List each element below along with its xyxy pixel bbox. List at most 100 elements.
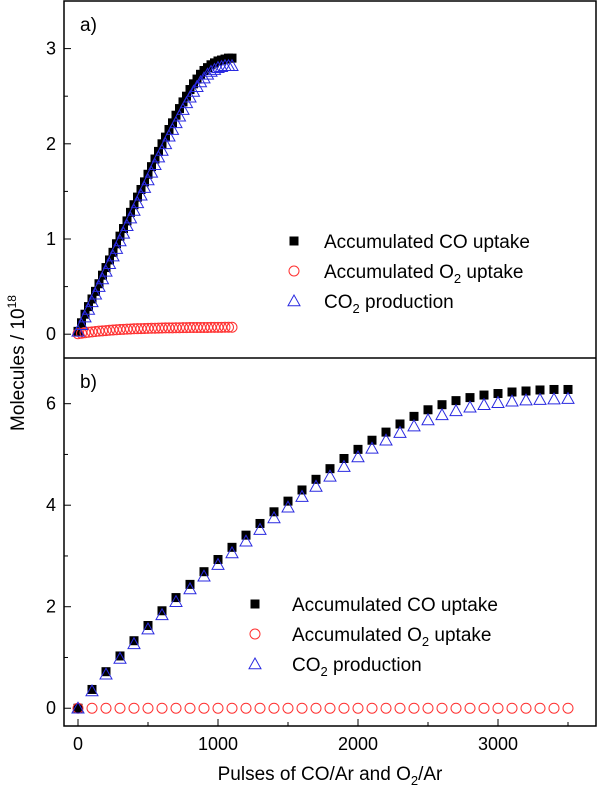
data-point xyxy=(77,318,86,328)
data-point xyxy=(102,256,117,270)
data-point xyxy=(143,620,153,630)
data-point xyxy=(519,393,533,406)
data-point xyxy=(409,411,419,421)
data-point xyxy=(323,469,337,482)
data-point xyxy=(129,636,139,646)
data-point xyxy=(267,510,281,524)
data-point xyxy=(153,322,164,334)
data-point xyxy=(310,702,322,714)
series-o2_uptake xyxy=(72,321,238,340)
data-point xyxy=(191,322,203,334)
legend-marker xyxy=(250,599,260,609)
data-point xyxy=(226,321,238,333)
data-point xyxy=(394,702,406,714)
data-point xyxy=(562,702,574,714)
x-tick-label: 0 xyxy=(73,734,83,754)
data-point xyxy=(178,97,188,107)
x-tick-label: 2000 xyxy=(338,734,378,754)
data-point xyxy=(171,110,181,120)
legend-label: Accumulated CO uptake xyxy=(324,232,530,253)
data-point xyxy=(148,157,162,171)
data-point xyxy=(212,321,224,333)
data-point xyxy=(435,407,449,421)
data-point xyxy=(423,405,433,415)
data-point xyxy=(395,419,405,429)
data-point xyxy=(105,255,114,265)
data-point xyxy=(165,122,180,135)
data-point xyxy=(170,702,182,714)
data-point xyxy=(120,218,134,231)
data-point xyxy=(189,79,198,89)
data-point xyxy=(127,203,141,216)
data-point xyxy=(74,317,89,330)
data-point xyxy=(85,683,99,697)
data-point xyxy=(92,279,106,292)
data-point xyxy=(240,702,252,714)
data-point xyxy=(197,569,211,582)
data-point xyxy=(167,322,178,334)
data-point xyxy=(211,557,225,570)
data-point xyxy=(407,418,421,432)
legend-label: Accumulated CO uptake xyxy=(292,595,498,616)
data-point xyxy=(85,294,99,308)
data-point xyxy=(188,322,199,334)
data-point xyxy=(118,323,129,335)
data-point xyxy=(97,325,108,337)
data-point xyxy=(190,79,204,92)
series-co2_production xyxy=(71,391,575,714)
data-point xyxy=(71,701,85,714)
data-point xyxy=(146,322,157,334)
data-point xyxy=(125,323,136,335)
data-point xyxy=(130,195,145,209)
data-point xyxy=(337,459,351,472)
data-point xyxy=(177,322,189,334)
data-point xyxy=(128,702,140,714)
data-point xyxy=(393,425,407,438)
data-point xyxy=(295,489,309,502)
data-point xyxy=(520,702,532,714)
data-point xyxy=(108,247,118,257)
y-tick-label: 1 xyxy=(46,229,56,249)
data-point xyxy=(225,545,239,559)
data-point xyxy=(132,323,143,335)
data-point xyxy=(200,67,215,80)
data-point xyxy=(197,71,211,84)
data-point xyxy=(193,74,208,88)
data-point xyxy=(86,702,98,714)
y-tick-label: 0 xyxy=(46,324,56,344)
data-point xyxy=(199,567,209,577)
data-point xyxy=(73,326,83,336)
data-point xyxy=(101,667,111,677)
legend-marker xyxy=(289,236,299,246)
data-point xyxy=(184,322,196,334)
data-point xyxy=(90,326,101,338)
data-point xyxy=(225,58,239,72)
data-point xyxy=(219,321,231,333)
panel-a: 0 1 2 3 a) Accumulated CO uptake Accumulated O… xyxy=(46,15,530,344)
data-point xyxy=(535,385,545,395)
legend-marker xyxy=(287,293,301,307)
data-point xyxy=(142,702,154,714)
data-point xyxy=(95,271,110,285)
data-point xyxy=(209,321,220,333)
data-point xyxy=(367,435,377,445)
data-point xyxy=(79,327,91,339)
legend-label: CO2 production xyxy=(324,292,454,316)
data-point xyxy=(160,322,171,334)
data-point xyxy=(282,702,294,714)
data-point xyxy=(365,441,379,454)
y-tick-label: 4 xyxy=(46,495,56,515)
data-point xyxy=(198,321,210,333)
data-point xyxy=(114,702,126,714)
data-point xyxy=(212,702,224,714)
data-point xyxy=(101,263,111,273)
data-point xyxy=(506,702,518,714)
data-point xyxy=(128,323,140,335)
data-point xyxy=(141,172,155,186)
data-point xyxy=(157,606,167,616)
data-point xyxy=(121,323,133,335)
legend-marker xyxy=(288,265,300,277)
data-point xyxy=(107,324,119,336)
data-point xyxy=(253,522,267,535)
data-point xyxy=(216,321,227,333)
